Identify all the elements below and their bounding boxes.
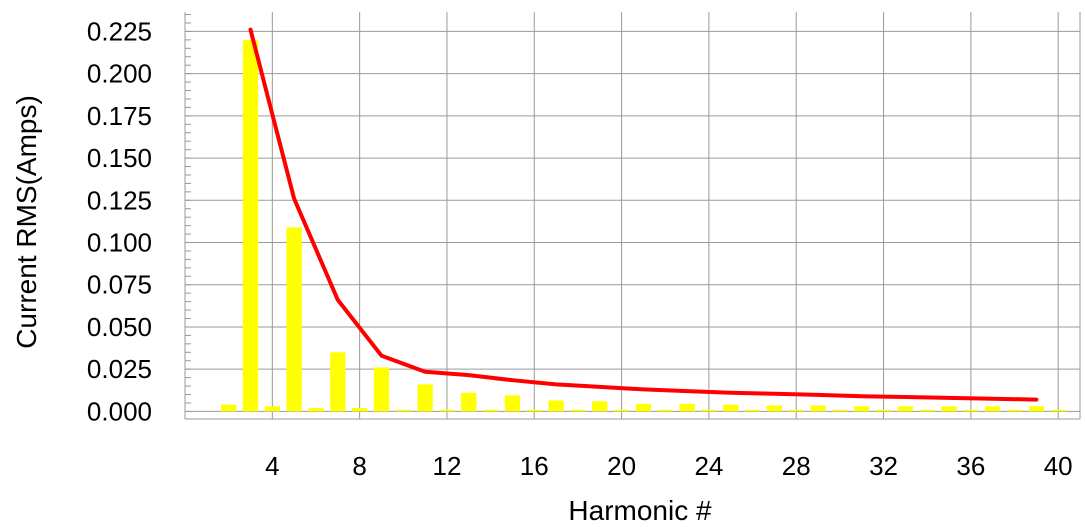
bar <box>657 409 673 412</box>
bar <box>788 409 804 412</box>
bar <box>679 403 695 412</box>
bar <box>395 409 411 412</box>
bar <box>592 401 608 412</box>
x-tick-label: 8 <box>352 451 366 481</box>
y-tick-label: 0.225 <box>87 16 152 46</box>
y-tick-label: 0.025 <box>87 354 152 384</box>
bar <box>635 403 652 412</box>
bar <box>613 409 630 412</box>
bar <box>941 406 957 412</box>
y-tick-label: 0.150 <box>87 143 152 173</box>
bar <box>570 409 586 412</box>
bar <box>439 409 455 412</box>
bar <box>1028 406 1044 412</box>
x-axis: 4 8 12 16 20 24 28 32 36 40 <box>265 451 1073 481</box>
series-line <box>248 27 1039 402</box>
x-tick-label: 28 <box>782 451 811 481</box>
plot-frame <box>184 12 1081 420</box>
bar <box>854 406 870 412</box>
bar <box>963 409 979 412</box>
bar <box>351 408 368 412</box>
y-tick-label: 0.200 <box>87 59 152 89</box>
bar <box>417 384 433 412</box>
bar <box>723 404 739 412</box>
bar <box>504 395 521 412</box>
grid <box>185 12 1080 419</box>
x-tick-label: 4 <box>265 451 279 481</box>
bar <box>919 409 935 412</box>
bar <box>221 404 237 412</box>
bar <box>832 409 848 412</box>
bar <box>330 352 346 412</box>
bar <box>1006 409 1023 412</box>
bar <box>482 409 499 412</box>
y-axis: 0.000 0.025 0.050 0.075 0.100 0.125 0.150 0.175… <box>87 16 152 426</box>
bar <box>264 406 280 412</box>
bar <box>286 227 302 412</box>
bar <box>526 409 542 412</box>
x-tick-label: 24 <box>694 451 723 481</box>
bar <box>766 405 783 412</box>
y-tick-label: 0.175 <box>87 101 152 131</box>
y-axis-title: Current RMS(Amps) <box>11 95 42 349</box>
bar <box>308 408 324 412</box>
x-tick-label: 20 <box>607 451 636 481</box>
bar <box>548 400 564 412</box>
x-tick-label: 32 <box>869 451 898 481</box>
x-tick-label: 16 <box>520 451 549 481</box>
x-tick-label: 40 <box>1044 451 1073 481</box>
x-tick-label: 36 <box>956 451 985 481</box>
bar <box>897 406 914 412</box>
bar <box>373 367 390 412</box>
x-tick-label: 12 <box>432 451 461 481</box>
y-tick-label: 0.075 <box>87 270 152 300</box>
line-series <box>248 27 1039 402</box>
y-tick-label: 0.125 <box>87 185 152 215</box>
y-tick-label: 0.050 <box>87 312 152 342</box>
bar <box>985 406 1001 412</box>
y-tick-label: 0.000 <box>87 396 152 426</box>
bar <box>242 39 259 412</box>
y-tick-label: 0.100 <box>87 228 152 258</box>
bar <box>461 392 477 412</box>
bar <box>875 409 892 412</box>
bar <box>744 409 761 412</box>
x-axis-title: Harmonic # <box>568 495 712 526</box>
bar-series <box>221 39 1066 412</box>
bar <box>810 405 826 412</box>
bar <box>701 409 717 412</box>
bar <box>1050 409 1066 412</box>
